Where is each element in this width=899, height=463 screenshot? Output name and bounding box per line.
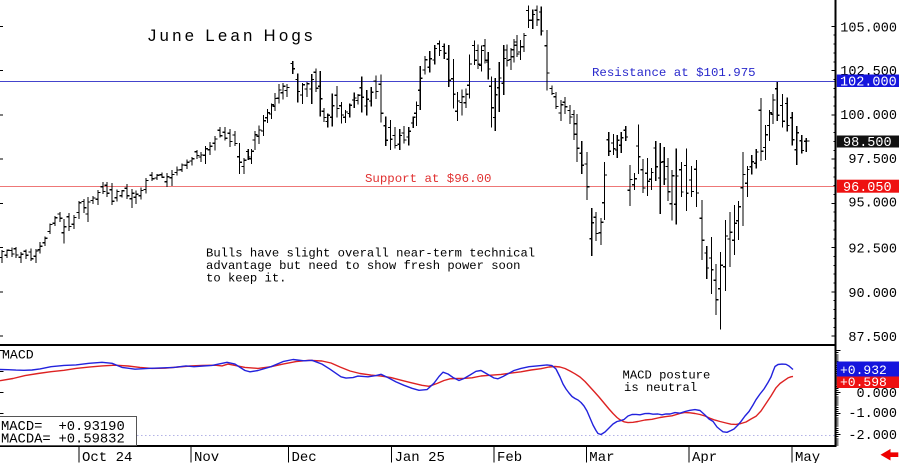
svg-text:100.000: 100.000 (840, 109, 897, 124)
svg-text:96.050: 96.050 (843, 181, 892, 196)
svg-text:advantage but need to show fre: advantage but need to show fresh power s… (206, 259, 521, 273)
svg-text:Mar: Mar (589, 450, 614, 463)
svg-text:87.500: 87.500 (848, 331, 897, 346)
svg-text:Resistance at $101.975: Resistance at $101.975 (592, 66, 756, 80)
svg-text:MACD posture: MACD posture (623, 369, 711, 383)
svg-text:+0.932: +0.932 (840, 363, 887, 378)
svg-text:MACDA=: MACDA= (1, 433, 51, 448)
svg-text:95.000: 95.000 (848, 197, 897, 212)
svg-text:MACD: MACD (2, 348, 34, 363)
svg-text:MACD=: MACD= (1, 420, 42, 435)
svg-text:+0.598: +0.598 (840, 375, 887, 390)
svg-text:102.000: 102.000 (840, 75, 897, 90)
svg-text:Support at $96.00: Support at $96.00 (365, 172, 491, 186)
svg-text:June Lean Hogs: June Lean Hogs (148, 27, 316, 45)
svg-text:105.000: 105.000 (840, 22, 897, 37)
svg-text:May: May (795, 450, 820, 463)
svg-text:+0.93190: +0.93190 (59, 420, 125, 435)
svg-text:is neutral: is neutral (624, 381, 697, 395)
svg-text:Jan 25: Jan 25 (395, 450, 445, 463)
svg-text:90.000: 90.000 (848, 287, 897, 302)
svg-text:Bulls have slight overall near: Bulls have slight overall near-term tech… (206, 247, 535, 261)
svg-text:Dec: Dec (292, 450, 317, 463)
svg-text:Nov: Nov (194, 450, 219, 463)
svg-text:-2.000: -2.000 (848, 429, 897, 444)
svg-text:Oct 24: Oct 24 (82, 450, 132, 463)
svg-text:to keep it.: to keep it. (206, 271, 286, 285)
svg-text:-1.000: -1.000 (848, 407, 897, 422)
svg-text:97.500: 97.500 (848, 153, 897, 168)
svg-text:+0.59832: +0.59832 (59, 433, 125, 448)
svg-text:0.000: 0.000 (856, 387, 897, 402)
svg-text:92.500: 92.500 (848, 243, 897, 258)
svg-text:Apr: Apr (692, 450, 717, 463)
svg-text:Feb: Feb (497, 450, 522, 463)
svg-text:98.500: 98.500 (843, 136, 892, 151)
